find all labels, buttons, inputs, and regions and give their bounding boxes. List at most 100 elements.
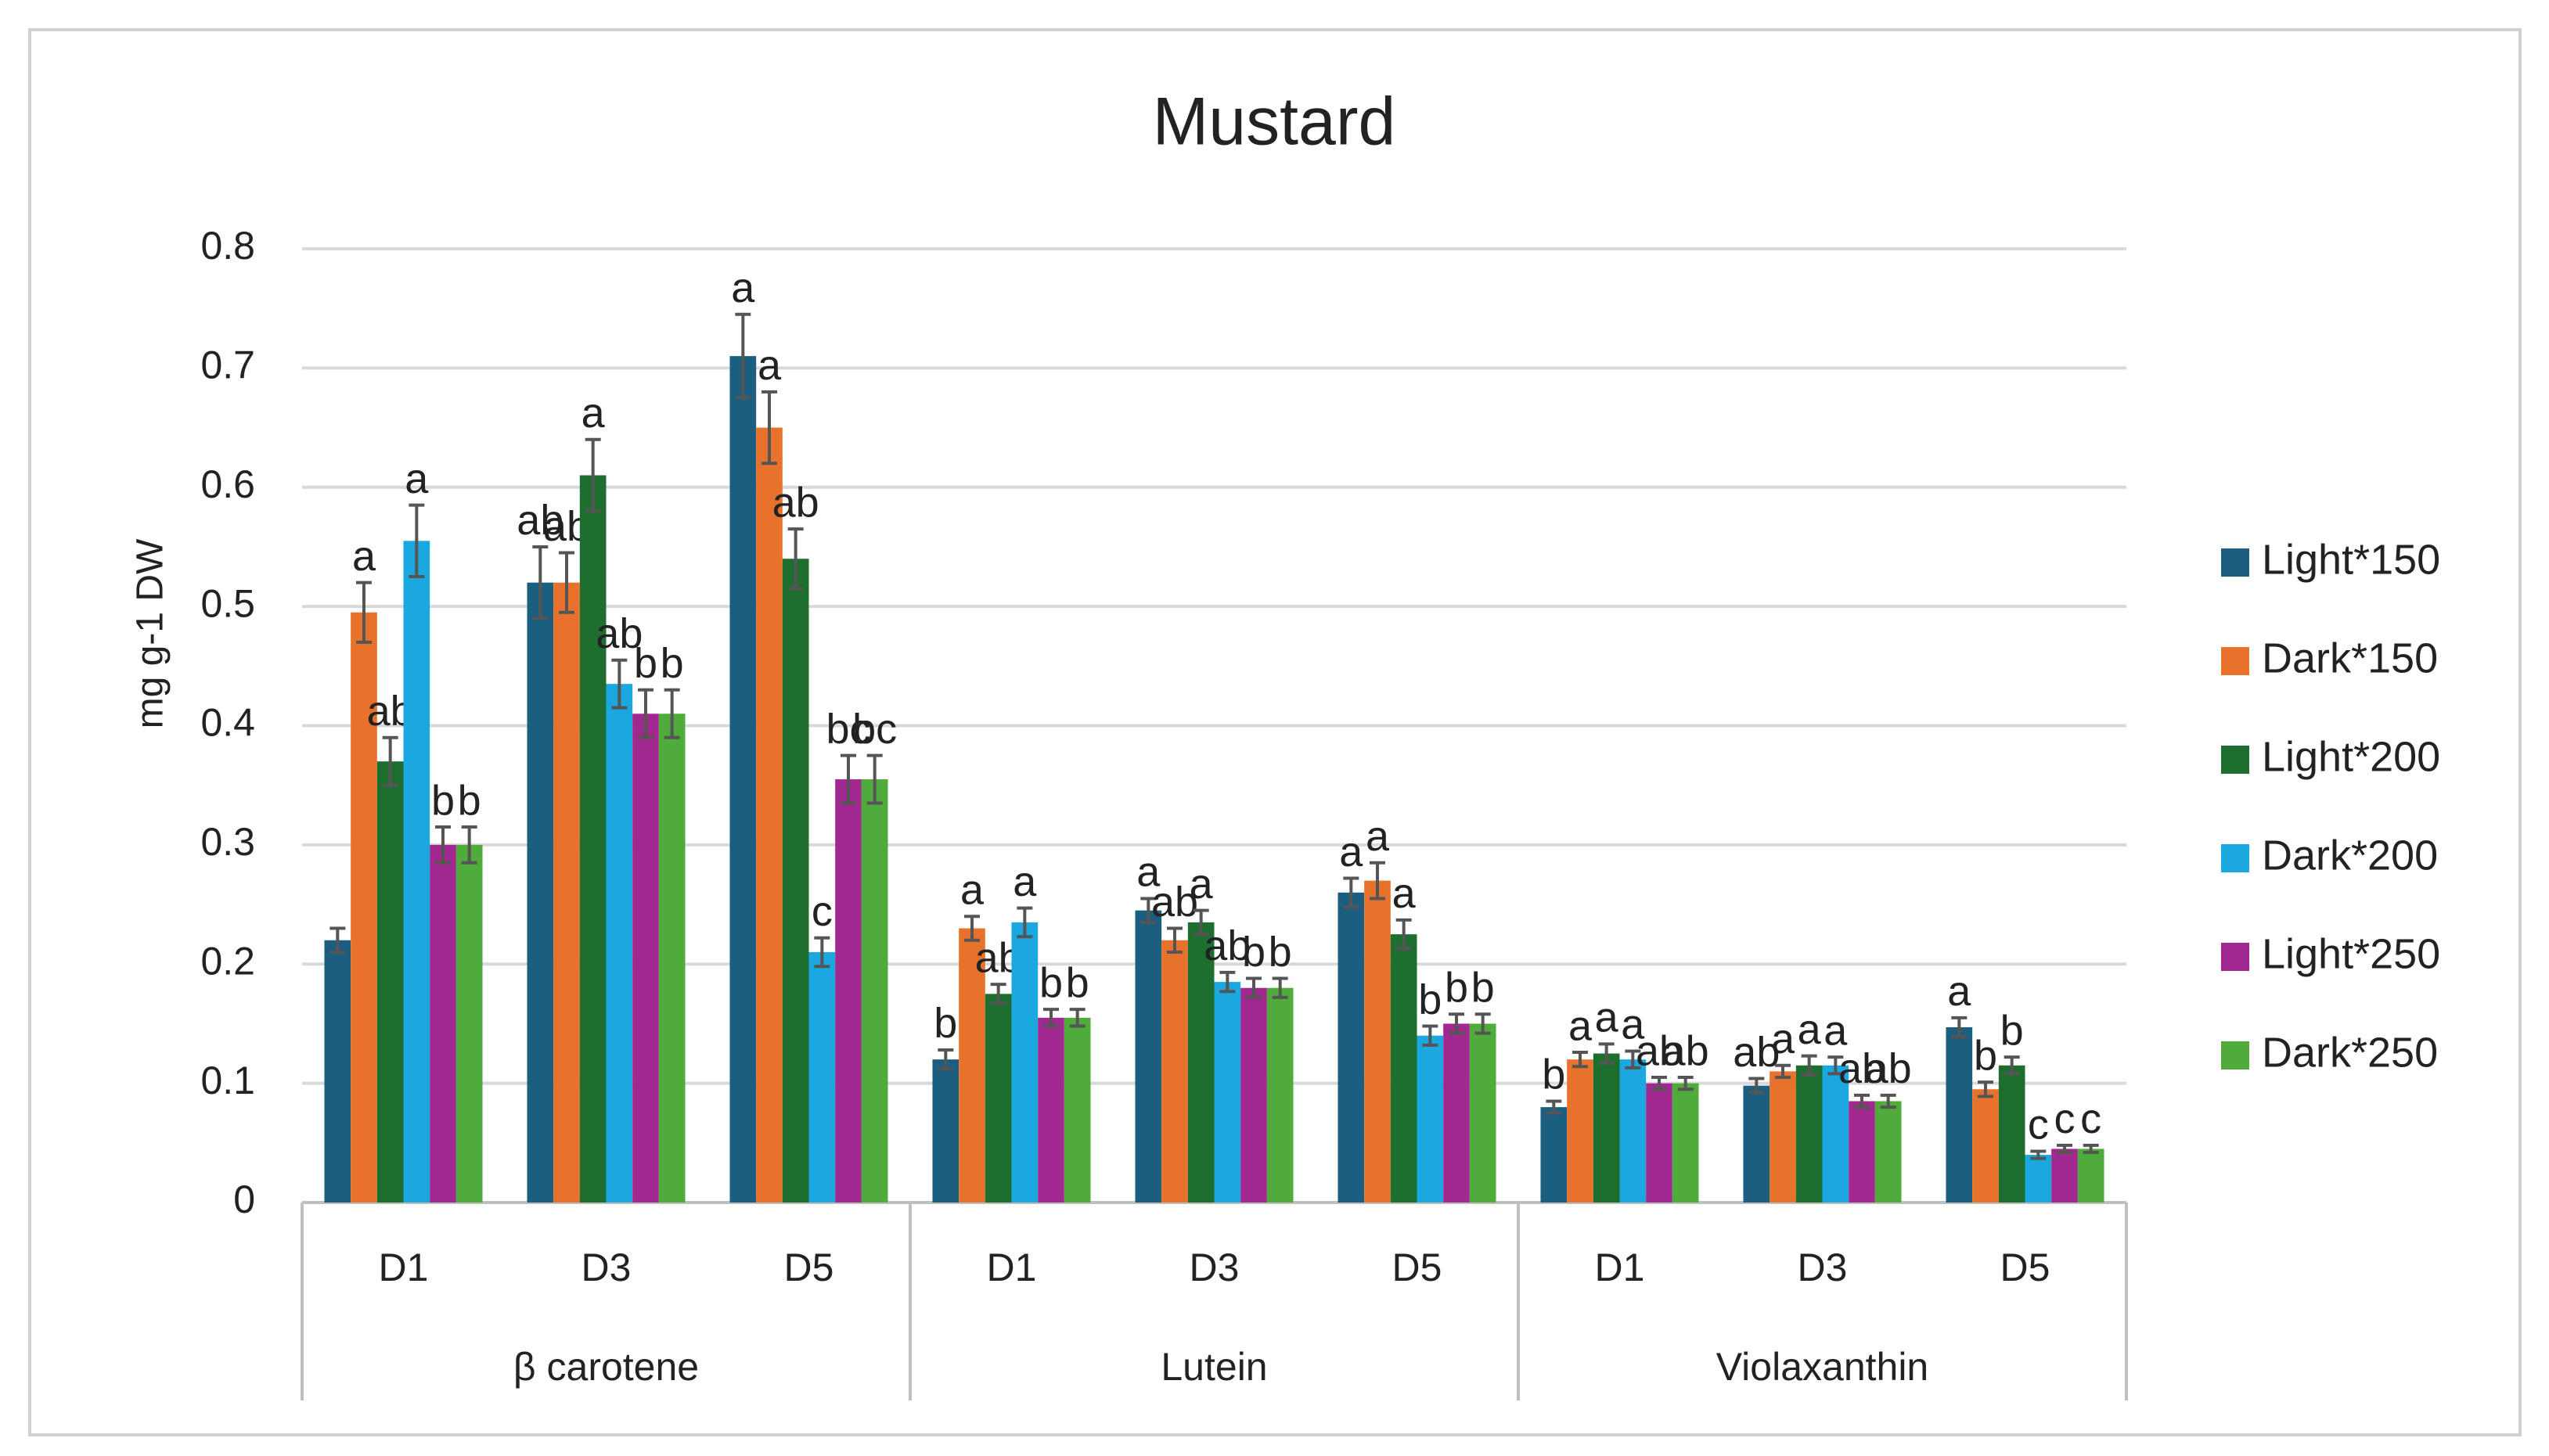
significance-letter: a: [1136, 849, 1161, 896]
bar: [1240, 987, 1267, 1203]
bar: [1417, 1035, 1444, 1203]
bar: [1038, 1017, 1064, 1203]
significance-letter: b: [2000, 1007, 2024, 1054]
bar: [985, 994, 1012, 1203]
error-bar: [1625, 1049, 1641, 1070]
bar: [632, 714, 659, 1203]
significance-letter: a: [1013, 858, 1037, 905]
significance-letter: b: [1066, 959, 1089, 1006]
legend-swatch: [2221, 548, 2249, 577]
error-bar: [1951, 1016, 1968, 1039]
bar: [1849, 1101, 1875, 1203]
error-bar: [1343, 876, 1359, 909]
y-tick-label: 0.3: [200, 820, 255, 864]
bar: [351, 612, 377, 1203]
y-tick-label: 0: [233, 1177, 255, 1221]
error-bar: [1801, 1054, 1817, 1077]
x-tick-label: D1: [1595, 1246, 1645, 1289]
group-label: Lutein: [1161, 1345, 1267, 1389]
bar: [835, 779, 862, 1203]
x-tick-label: D1: [379, 1246, 429, 1289]
bar: [1593, 1053, 1620, 1203]
x-tick-label: D5: [784, 1246, 834, 1289]
error-bar: [1827, 1055, 1844, 1076]
significance-letter: a: [405, 455, 429, 502]
significance-letter: ab: [1204, 922, 1251, 969]
error-bar: [735, 312, 751, 400]
bar: [782, 559, 809, 1203]
legend-swatch: [2221, 647, 2249, 675]
significance-letter: a: [960, 867, 985, 914]
significance-letter: a: [1798, 1006, 1822, 1053]
significance-letter: c: [2080, 1095, 2101, 1142]
error-bar: [1369, 861, 1385, 901]
error-bar: [461, 825, 477, 865]
legend-label: Dark*150: [2262, 635, 2438, 681]
y-tick-label: 0.5: [200, 581, 255, 625]
legend-swatch: [2221, 746, 2249, 774]
significance-letter: b: [1039, 959, 1063, 1006]
error-bar: [1069, 1008, 1085, 1028]
error-bar: [1775, 1063, 1791, 1080]
error-bar: [1546, 1099, 1562, 1115]
significance-letter: a: [1621, 1001, 1645, 1048]
significance-letter: b: [1242, 929, 1265, 976]
chart-title: Mustard: [1153, 84, 1396, 160]
bar: [527, 582, 554, 1203]
bar: [932, 1059, 959, 1203]
y-tick-label: 0.2: [200, 939, 255, 983]
significance-letter: a: [758, 342, 782, 389]
error-bar: [1395, 918, 1412, 951]
bar: [1998, 1065, 2025, 1203]
significance-letter: b: [1418, 976, 1442, 1023]
significance-letter: b: [1269, 929, 1292, 976]
bar: [2051, 1149, 2078, 1203]
bar: [1795, 1065, 1823, 1203]
significance-letter: bc: [826, 706, 870, 753]
bar: [1469, 1023, 1496, 1203]
error-bar: [814, 936, 830, 969]
bar: [1822, 1065, 1849, 1203]
bar: [1567, 1059, 1593, 1203]
significance-letter: b: [661, 640, 684, 687]
error-bar: [1219, 970, 1236, 994]
significance-letter: a: [1568, 1002, 1593, 1049]
bar: [1161, 940, 1188, 1203]
y-tick-label: 0.1: [200, 1059, 255, 1102]
significance-letter: c: [812, 888, 833, 935]
bar: [579, 475, 607, 1203]
error-bar: [2030, 1149, 2047, 1160]
significance-letter: c: [2054, 1095, 2076, 1142]
error-bar: [963, 915, 980, 942]
error-bar: [1978, 1080, 1993, 1098]
bar: [1646, 1083, 1672, 1203]
bar: [1338, 892, 1365, 1203]
y-tick-label: 0.6: [200, 462, 255, 506]
error-bar: [435, 825, 452, 865]
legend-label: Light*200: [2262, 733, 2440, 780]
significance-letter: ab: [772, 479, 819, 526]
error-bar: [2004, 1055, 2020, 1076]
significance-letter: b: [1471, 965, 1495, 1012]
legend-label: Dark*200: [2262, 832, 2438, 879]
error-bar: [1677, 1076, 1694, 1091]
error-bar: [1043, 1008, 1060, 1028]
x-tick-label: D3: [1798, 1246, 1848, 1289]
bar: [1672, 1083, 1699, 1203]
error-bar: [1880, 1093, 1896, 1109]
significance-letter: ab: [1151, 879, 1198, 926]
error-bar: [787, 527, 804, 591]
legend-swatch: [2221, 1041, 2249, 1070]
significance-letter: a: [1190, 861, 1214, 908]
error-bar: [1017, 906, 1033, 939]
x-tick-label: D3: [1190, 1246, 1240, 1289]
bar: [808, 952, 836, 1203]
error-bar: [1272, 976, 1288, 999]
y-tick-label: 0.8: [200, 224, 255, 268]
significance-letter: a: [1824, 1007, 1848, 1054]
bar: [606, 684, 633, 1203]
significance-letter: ab: [1838, 1045, 1885, 1092]
significance-letter: a: [1595, 994, 1619, 1041]
significance-letter: ab: [1865, 1045, 1912, 1092]
error-bar: [1572, 1051, 1588, 1069]
